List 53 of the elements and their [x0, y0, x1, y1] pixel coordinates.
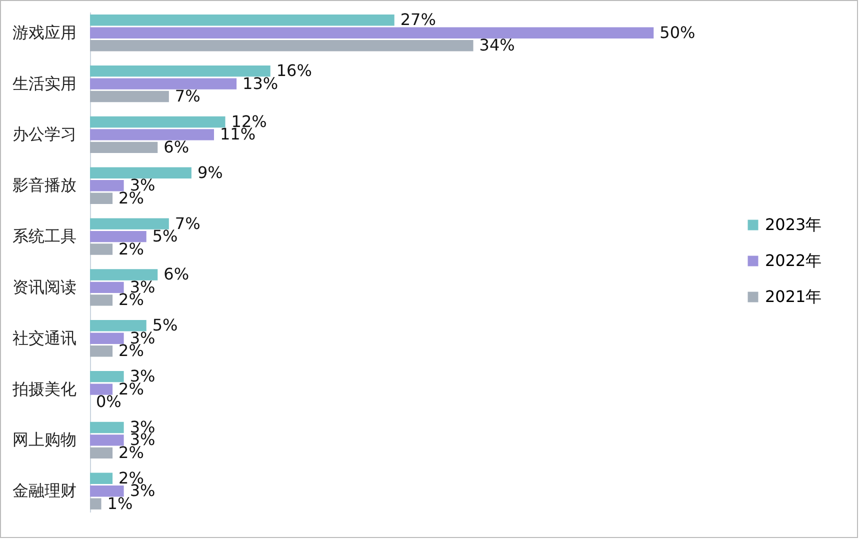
bar	[90, 472, 113, 484]
bar	[90, 332, 124, 344]
data-label: 50%	[660, 22, 696, 42]
bar	[90, 320, 146, 332]
y-tick-label: 网上购物	[12, 430, 76, 450]
y-tick-label: 资讯阅读	[12, 277, 76, 296]
bar	[90, 422, 124, 434]
bar	[90, 294, 113, 306]
data-label: 5%	[152, 316, 178, 335]
legend-label: 2021年	[765, 287, 822, 306]
bar	[90, 230, 146, 242]
bar	[90, 90, 169, 102]
bar	[90, 65, 270, 77]
bar	[90, 282, 124, 294]
data-label: 6%	[164, 264, 190, 284]
bar	[90, 40, 474, 52]
data-label: 9%	[197, 162, 223, 182]
bar	[90, 180, 124, 192]
bar	[90, 486, 124, 497]
y-tick-label: 金融理财	[12, 481, 76, 500]
data-label: 34%	[479, 36, 515, 55]
bar	[90, 27, 654, 38]
bar	[90, 142, 158, 154]
bar	[90, 269, 158, 280]
data-label: 16%	[276, 61, 312, 80]
y-tick-label: 影音播放	[12, 176, 76, 195]
data-label: 2%	[118, 239, 144, 258]
bar	[90, 434, 124, 446]
bar	[90, 14, 394, 26]
y-tick-label: 拍摄美化	[12, 379, 76, 398]
y-tick-label: 游戏应用	[12, 22, 76, 42]
legend-label: 2023年	[765, 215, 822, 234]
data-label: 27%	[400, 10, 436, 30]
legend-label: 2022年	[765, 251, 822, 270]
data-label: 6%	[164, 137, 190, 156]
bar	[90, 384, 113, 395]
bar	[90, 129, 214, 140]
bar	[90, 370, 124, 382]
bar	[90, 192, 113, 204]
bar	[90, 78, 237, 90]
data-label: 13%	[242, 74, 278, 93]
bar	[90, 244, 113, 255]
bar	[90, 346, 113, 357]
bar	[90, 167, 192, 178]
bar	[90, 218, 169, 230]
y-tick-label: 生活实用	[12, 74, 76, 93]
data-label: 7%	[174, 86, 200, 106]
bar	[90, 498, 102, 510]
bar	[90, 116, 226, 128]
y-tick-label: 系统工具	[12, 226, 76, 246]
y-tick-label: 办公学习	[12, 124, 76, 144]
bar	[90, 447, 113, 459]
y-tick-label: 社交通讯	[12, 328, 76, 348]
